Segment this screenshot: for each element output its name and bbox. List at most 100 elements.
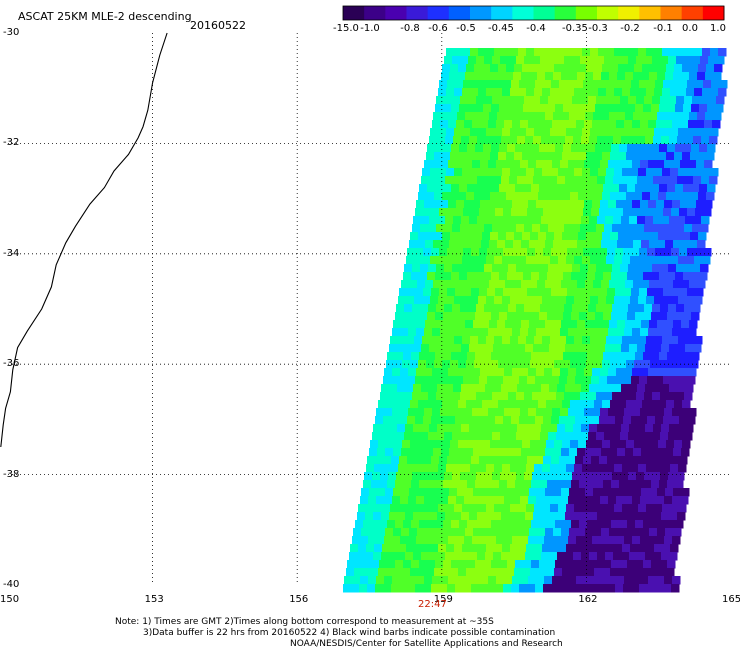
swath-cell xyxy=(668,392,677,401)
swath-cell xyxy=(531,352,540,361)
swath-cell xyxy=(681,280,690,289)
swath-cell xyxy=(555,560,564,569)
swath-cell xyxy=(679,376,688,385)
swath-cell xyxy=(710,48,719,57)
swath-cell xyxy=(613,512,622,521)
swath-cell xyxy=(432,408,441,417)
swath-cell xyxy=(545,320,554,329)
swath-cell xyxy=(591,80,600,89)
swath-cell xyxy=(592,120,601,129)
swath-cell xyxy=(609,280,618,289)
swath-cell xyxy=(455,376,464,385)
swath-cell xyxy=(476,96,485,105)
swath-cell xyxy=(672,496,681,505)
swath-cell xyxy=(597,216,606,225)
swath-cell xyxy=(609,528,618,537)
swath-cell xyxy=(376,576,385,585)
swath-cell xyxy=(537,72,546,81)
swath-cell xyxy=(510,88,519,97)
swath-cell xyxy=(611,144,620,153)
swath-cell xyxy=(458,440,467,449)
swath-cell xyxy=(676,224,685,233)
swath-cell xyxy=(664,536,673,545)
swath-cell xyxy=(565,512,574,521)
swath-cell xyxy=(508,472,517,481)
swath-cell xyxy=(507,272,516,281)
swath-cell xyxy=(434,568,443,577)
swath-cell xyxy=(567,584,576,593)
swath-cell xyxy=(535,80,544,89)
swath-cell xyxy=(517,552,526,561)
swath-cell xyxy=(454,48,463,57)
swath-cell xyxy=(490,152,499,161)
swath-cell xyxy=(704,120,713,129)
swath-cell xyxy=(552,496,561,505)
swath-cell xyxy=(475,560,484,569)
swath-cell xyxy=(639,584,648,593)
swath-cell xyxy=(617,240,626,249)
swath-cell xyxy=(527,208,536,217)
swath-cell xyxy=(657,488,666,497)
colorbar-tick-label: -0.4 xyxy=(526,23,546,34)
swath-cell xyxy=(629,512,638,521)
swath-cell xyxy=(426,568,435,577)
swath-cell xyxy=(629,384,638,393)
swath-cell xyxy=(600,408,609,417)
swath-cell xyxy=(559,288,568,297)
swath-cell xyxy=(451,144,460,153)
swath-cell xyxy=(592,408,601,417)
swath-cell xyxy=(517,512,526,521)
swath-cell xyxy=(688,120,697,129)
swath-cell xyxy=(543,416,552,425)
swath-cell xyxy=(417,280,426,289)
swath-cell xyxy=(424,328,433,337)
swath-cell xyxy=(623,248,632,257)
swath-cell xyxy=(526,256,535,265)
swath-cell xyxy=(444,224,453,233)
swath-cell xyxy=(684,96,693,105)
swath-cell xyxy=(400,408,409,417)
swath-cell xyxy=(499,480,508,489)
swath-cell xyxy=(479,456,488,465)
swath-cell xyxy=(608,576,617,585)
swath-cell xyxy=(484,432,493,441)
swath-cell xyxy=(595,312,604,321)
swath-cell xyxy=(622,464,631,473)
swath-cell xyxy=(627,560,636,569)
swath-cell xyxy=(538,360,547,369)
swath-cell xyxy=(626,64,635,73)
swath-cell xyxy=(388,432,397,441)
swath-cell xyxy=(388,392,397,401)
swath-cell xyxy=(603,480,612,489)
swath-cell xyxy=(422,544,431,553)
swath-cell xyxy=(419,312,428,321)
swath-cell xyxy=(640,120,649,129)
swath-cell xyxy=(361,488,370,497)
swath-cell xyxy=(611,312,620,321)
swath-cell xyxy=(516,56,525,65)
swath-cell xyxy=(502,504,511,513)
swath-cell xyxy=(579,272,588,281)
swath-cell xyxy=(682,192,691,201)
swath-cell xyxy=(682,64,691,73)
swath-cell xyxy=(516,472,525,481)
swath-cell xyxy=(605,384,614,393)
swath-cell xyxy=(502,464,511,473)
swath-cell xyxy=(386,440,395,449)
swath-cell xyxy=(419,272,428,281)
swath-cell xyxy=(578,152,587,161)
swath-cell xyxy=(610,568,619,577)
swath-cell xyxy=(542,128,551,137)
swath-cell xyxy=(615,288,624,297)
swath-cell xyxy=(639,416,648,425)
swath-cell xyxy=(478,256,487,265)
swath-cell xyxy=(508,264,517,273)
swath-cell xyxy=(703,208,712,217)
swath-cell xyxy=(536,536,545,545)
swath-cell xyxy=(492,432,501,441)
swath-cell xyxy=(652,472,661,481)
swath-cell xyxy=(414,336,423,345)
swath-cell xyxy=(612,264,621,273)
swath-cell xyxy=(660,56,669,65)
swath-cell xyxy=(391,416,400,425)
